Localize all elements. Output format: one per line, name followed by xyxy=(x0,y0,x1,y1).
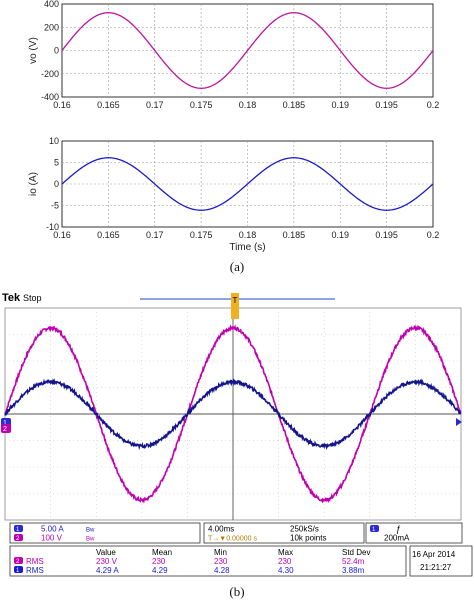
series-line xyxy=(61,157,434,211)
measurement-table xyxy=(9,545,407,577)
x-tick-label: 0.2 xyxy=(427,100,440,110)
trigger-slope-icon: ƒ xyxy=(396,524,401,534)
y-axis-label: vo (V) xyxy=(28,37,39,64)
meas-header: Std Dev xyxy=(342,548,370,557)
svg-text:T: T xyxy=(233,296,238,305)
trigger-position-marker[interactable]: T xyxy=(231,293,239,319)
meas-cell: 4.29 xyxy=(152,566,168,575)
x-tick-label: 0.19 xyxy=(331,100,349,110)
y-tick-label: 200 xyxy=(44,22,59,32)
x-tick-label: 0.165 xyxy=(97,100,120,110)
meas-channel: 2 xyxy=(16,559,20,565)
meas-channel: 1 xyxy=(16,568,20,574)
x-tick-label: 0.175 xyxy=(190,230,213,240)
meas-header: Value xyxy=(96,548,116,557)
x-tick-label: 0.16 xyxy=(53,230,71,240)
meas-cell: 4.28 xyxy=(214,566,230,575)
x-tick-label: 0.165 xyxy=(97,230,120,240)
x-tick-label: 0.17 xyxy=(146,230,164,240)
trigger-level-marker[interactable] xyxy=(456,418,462,426)
x-tick-label: 0.185 xyxy=(283,100,306,110)
vo-plot: 0.16 0.165 0.17 0.175 0.18 0.185 0.19 0.195 0.2 4… xyxy=(28,0,439,110)
y-tick-label: 400 xyxy=(44,0,59,9)
y-tick-label: -200 xyxy=(41,69,59,79)
series-line xyxy=(61,12,434,89)
svg-text:1: 1 xyxy=(16,527,20,533)
io-plot: 0.16 0.165 0.17 0.175 0.18 0.185 0.19 0.195 0.2 1… xyxy=(28,136,439,253)
caption-b: (b) xyxy=(229,584,245,599)
meas-label: RMS xyxy=(26,566,44,575)
datetime-box xyxy=(409,545,473,577)
meas-cell: 3.88m xyxy=(342,566,365,575)
oscilloscope-screen: Tek Stop T 1 2 1 5.00 A Bw 2 100 V Bw 4.… xyxy=(0,290,474,580)
x-axis-label: Time (s) xyxy=(229,242,265,253)
meas-cell: 4.29 A xyxy=(96,566,119,575)
trigger-channel: 1 xyxy=(372,527,376,533)
svg-text:2: 2 xyxy=(16,536,20,542)
meas-header: Mean xyxy=(152,548,172,557)
sample-rate: 250kS/s xyxy=(290,525,319,534)
y-tick-label: 5 xyxy=(54,158,59,168)
x-tick-label: 0.185 xyxy=(283,230,306,240)
meas-cell: 4.30 xyxy=(278,566,294,575)
x-tick-label: 0.17 xyxy=(146,100,164,110)
scope-brand: Tek xyxy=(2,292,21,304)
meas-cell: 230 xyxy=(214,557,228,566)
x-tick-label: 0.16 xyxy=(53,100,71,110)
meas-channel-badge xyxy=(14,557,23,564)
time: 21:21:27 xyxy=(420,563,452,572)
ch2-bw-icon: Bw xyxy=(86,537,95,543)
ch2-scale: 100 V xyxy=(41,534,63,543)
y-tick-label: 0 xyxy=(54,179,59,189)
meas-cell: 230 V xyxy=(96,557,118,566)
x-tick-label: 0.18 xyxy=(239,100,257,110)
meas-label: RMS xyxy=(26,557,44,566)
ch1-bw-icon: Bw xyxy=(86,528,95,534)
trigger-position: T→▼0.00000 s xyxy=(208,536,257,543)
y-tick-label: -5 xyxy=(51,201,59,211)
x-tick-label: 0.2 xyxy=(427,230,440,240)
ch2-trace xyxy=(4,324,462,504)
x-tick-label: 0.195 xyxy=(375,100,398,110)
channel-scale-box xyxy=(9,522,201,544)
meas-header: Max xyxy=(278,548,293,557)
scope-graticule xyxy=(4,307,462,521)
meas-cell: 230 xyxy=(278,557,292,566)
ch1-scale: 5.00 A xyxy=(41,525,64,534)
scope-traces xyxy=(4,324,462,504)
meas-cell: 230 xyxy=(152,557,166,566)
scope-status: Stop xyxy=(23,293,42,303)
measurement-rows: Value Mean Min Max Std Dev 2 RMS 230 V 230 230 230… xyxy=(14,548,370,575)
meas-cell: 52.4m xyxy=(342,557,365,566)
caption-a: (a) xyxy=(229,259,245,274)
timebase-box xyxy=(203,522,365,544)
meas-header: Min xyxy=(214,548,227,557)
y-axis-label: io (A) xyxy=(28,172,39,196)
date: 16 Apr 2014 xyxy=(412,550,456,559)
record-length: 10k points xyxy=(290,534,326,543)
y-tick-label: 0 xyxy=(54,46,59,56)
trigger-level: 200mA xyxy=(384,534,410,543)
x-tick-label: 0.175 xyxy=(190,100,213,110)
y-tick-label: -400 xyxy=(41,92,59,102)
y-tick-label: 10 xyxy=(49,136,59,146)
timebase: 4.00ms xyxy=(208,525,234,534)
ch1-trace xyxy=(4,378,462,451)
y-tick-label: -10 xyxy=(46,222,59,232)
ch2-ground-marker[interactable]: 2 xyxy=(1,424,11,433)
x-tick-label: 0.19 xyxy=(331,230,349,240)
trigger-box xyxy=(365,522,463,544)
simulation-charts: 0.16 0.165 0.17 0.175 0.18 0.185 0.19 0.195 0.24… xyxy=(28,0,439,253)
svg-text:1: 1 xyxy=(3,420,7,427)
x-tick-label: 0.195 xyxy=(375,230,398,240)
meas-channel-badge xyxy=(14,566,23,573)
svg-text:2: 2 xyxy=(3,426,7,433)
x-tick-label: 0.18 xyxy=(239,230,257,240)
